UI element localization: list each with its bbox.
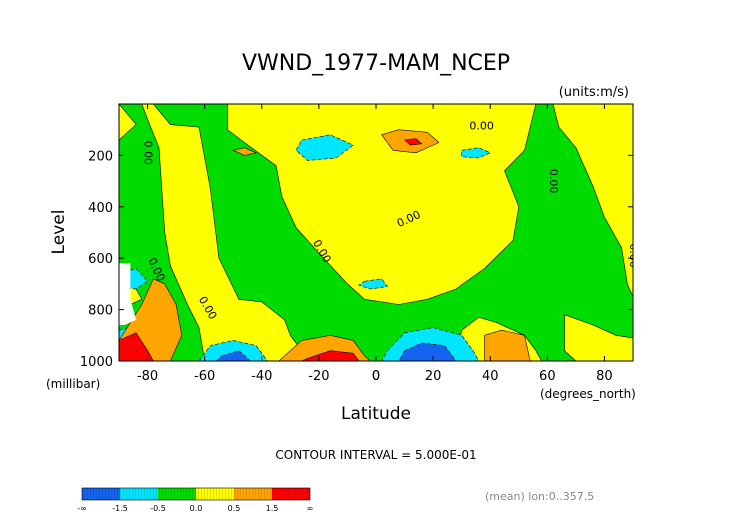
contour-region-blue-0 — [398, 342, 457, 361]
contour-region-blue-1 — [215, 350, 251, 361]
x-tick-label-3: -20 — [308, 369, 329, 384]
contour-region-red-1 — [119, 332, 154, 361]
plot-area: 0.000.000.000.000.000.000.000.00 — [119, 104, 640, 361]
mean-longitude-label: (mean) lon:0..357.5 — [485, 490, 594, 503]
colorbar-swatch-texture-4 — [234, 488, 272, 500]
chart-title: VWND_1977-MAM_NCEP — [242, 51, 510, 76]
contour-region-yellow-6 — [564, 314, 633, 361]
contour-region-yellow-2 — [119, 104, 137, 141]
x-tick-label-1: -60 — [194, 369, 215, 384]
contour-region-yellow-3 — [552, 104, 633, 297]
contour-interval-label: CONTOUR INTERVAL = 5.000E-01 — [275, 448, 476, 462]
y-axis-units: (millibar) — [46, 377, 100, 391]
colorbar-swatch-texture-0 — [82, 488, 120, 500]
y-tick-label-1: 400 — [88, 201, 113, 216]
contour-region-cyan-1 — [461, 147, 491, 159]
x-tick-label-0: -80 — [137, 369, 158, 384]
colorbar-frame — [81, 487, 311, 501]
contour-region-cyan-0 — [295, 134, 354, 161]
units-label: (units:m/s) — [559, 85, 629, 100]
contour-region-orange-1 — [232, 147, 258, 156]
colorbar-label-4: 0.5 — [228, 504, 241, 513]
colorbar-label-1: -1.5 — [112, 504, 128, 513]
x-tick-label-5: 20 — [425, 369, 442, 384]
y-tick-label-3: 800 — [88, 304, 113, 319]
x-tick-label-4: 0 — [372, 369, 380, 384]
y-tick-label-0: 200 — [88, 149, 113, 164]
x-axis: -80 -60 -40 -20 0 20 40 60 800 — [137, 104, 613, 384]
colorbar-swatch-texture-5 — [272, 488, 310, 500]
contour-region-orange-4 — [484, 329, 531, 361]
colorbar-swatch-texture-3 — [196, 488, 234, 500]
contour-label-7: 0.00 — [627, 243, 640, 268]
x-tick-label-7: 60 — [539, 369, 556, 384]
y-axis: 200 400 600 800 1000 — [80, 149, 633, 370]
contour-region-red-0 — [403, 138, 423, 146]
colorbar-swatch-texture-2 — [158, 488, 196, 500]
colorbar-label-0: -∞ — [77, 504, 87, 513]
x-tick-label-zero: 0 — [372, 369, 380, 384]
contour-label-6: 0.00 — [547, 169, 560, 194]
x-tick-label-2: -40 — [251, 369, 272, 384]
contour-label-5: 0.00 — [469, 120, 494, 133]
colorbar-label-5: 1.5 — [266, 504, 279, 513]
colorbar-label-6: ∞ — [307, 504, 314, 513]
y-axis-title: Level — [49, 210, 69, 255]
colorbar: -∞ -1.5 -0.5 0.0 0.5 1.5 ∞ — [77, 487, 314, 513]
colorbar-swatch-texture-1 — [120, 488, 158, 500]
contour-label-0: 0.00 — [142, 141, 155, 166]
y-tick-label-2: 600 — [88, 252, 113, 267]
x-tick-label-8: 80 — [596, 369, 613, 384]
contour-region-cyan-5 — [198, 340, 268, 361]
x-tick-label-6: 40 — [482, 369, 499, 384]
x-axis-units: (degrees_north) — [540, 387, 636, 401]
contour-region-cyan-2 — [358, 278, 388, 290]
colorbar-label-2: -0.5 — [150, 504, 166, 513]
x-axis-title: Latitude — [341, 404, 411, 424]
colorbar-label-3: 0.0 — [190, 504, 203, 513]
y-tick-label-4: 1000 — [80, 355, 113, 370]
